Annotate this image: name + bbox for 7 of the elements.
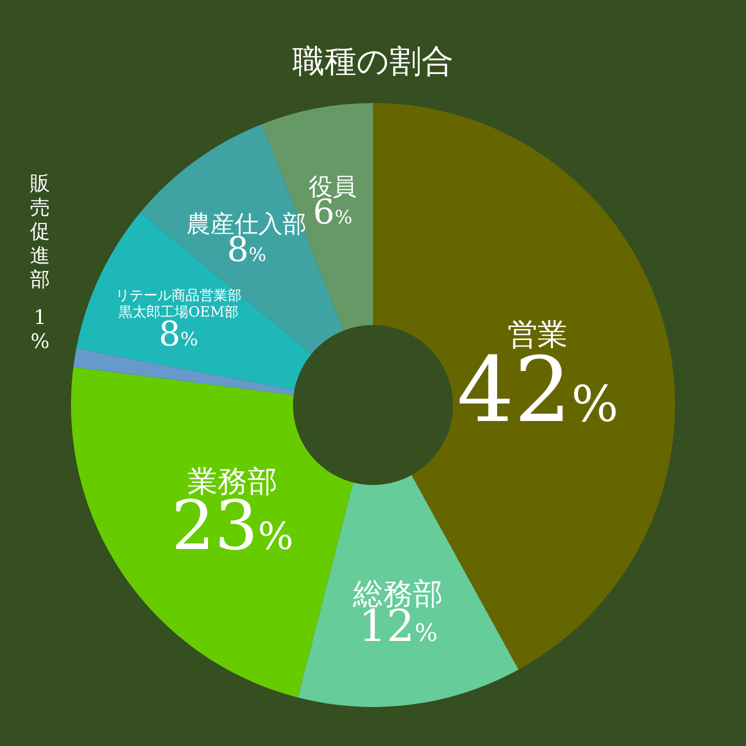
data-label: 1%: [30, 305, 50, 353]
donut-slice: [71, 367, 354, 698]
donut-slice: [76, 212, 312, 390]
donut-slice: [298, 475, 518, 707]
slice-label: 販売促進部: [30, 171, 50, 291]
donut-slice: [73, 348, 294, 395]
chart-title: 職種の割合: [292, 42, 454, 80]
